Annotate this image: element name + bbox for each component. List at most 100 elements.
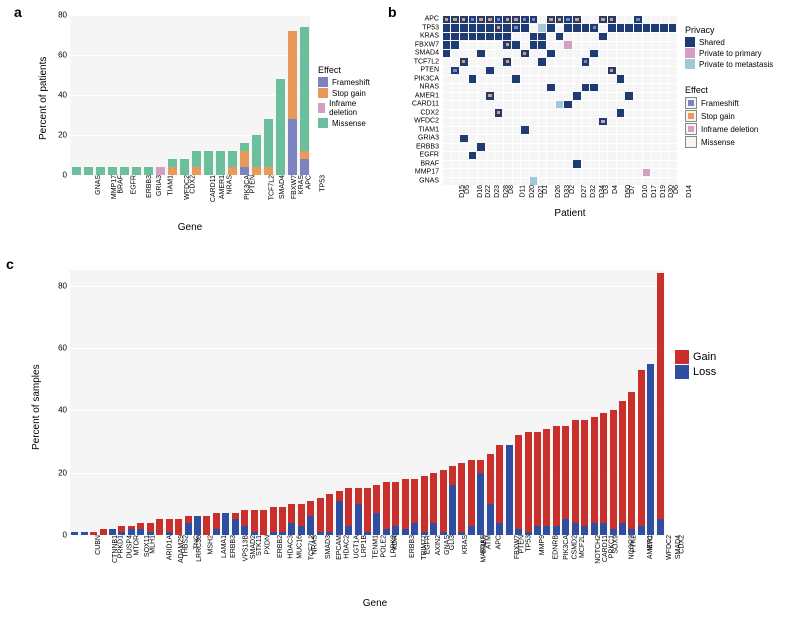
panel-b-cell — [469, 24, 477, 32]
panel-c-bar — [260, 510, 267, 535]
panel-c-plot: 020406080CUBNCTNNB1PRKD1DUSP4MTORSOX11ML… — [70, 270, 665, 535]
panel-b-ylabel-gene: APC — [425, 16, 442, 23]
panel-b-legend-effect: Effect FrameshiftStop gainInframe deleti… — [685, 85, 758, 149]
panel-b-ylabel-gene: WFDC2 — [414, 118, 442, 125]
panel-b-cell — [556, 33, 564, 41]
panel-c-bar — [506, 445, 513, 535]
panel-c-bar — [458, 463, 465, 535]
panel-c-xtick: ARID1A — [164, 535, 173, 560]
panel-b-ylabel-gene: GRIA3 — [418, 135, 442, 142]
panel-b-cell — [651, 24, 659, 32]
panel-a-bar — [264, 119, 273, 175]
panel-c-xtick: EGFR — [423, 535, 432, 554]
panel-b-cell — [477, 24, 485, 32]
legend-item: Frameshift — [318, 77, 370, 87]
panel-b-ylabel-gene: PIK3CA — [414, 75, 442, 82]
panel-a-bar — [216, 151, 225, 175]
panel-c-bar — [222, 513, 229, 535]
panel-b-xlabel-patient: D17 — [649, 185, 658, 198]
panel-c-xtick: MUC16 — [295, 535, 304, 559]
panel-c-xtick: ERBB3 — [407, 535, 416, 558]
panel-c-xtick: ERBB2 — [275, 535, 284, 558]
panel-c-xtick: LRP1B — [359, 535, 368, 557]
panel-c-ytick: 40 — [58, 406, 70, 415]
panel-c-bar — [411, 479, 418, 535]
panel-c-bar — [175, 519, 182, 535]
panel-c-xtick: MSH2 — [206, 535, 215, 554]
panel-b-cell — [625, 92, 633, 100]
panel-b-cell — [599, 33, 607, 41]
panel-b-ylabel-gene: PTEN — [420, 67, 442, 74]
panel-c-bar — [355, 488, 362, 535]
panel-c-bar — [572, 420, 579, 535]
panel-b-cell — [460, 33, 468, 41]
panel-c-bar — [430, 473, 437, 535]
panel-c-xtick: PXDN — [262, 535, 271, 554]
panel-c-bar — [525, 432, 532, 535]
panel-c: 020406080CUBNCTNNB1PRKD1DUSP4MTORSOX11ML… — [15, 260, 775, 620]
panel-b-ylabel-gene: GNAS — [419, 177, 442, 184]
panel-c-bar — [156, 519, 163, 535]
panel-c-xtick: CUBN — [93, 535, 102, 555]
panel-c-xtick: GLI3 — [447, 535, 456, 550]
panel-b-cell — [573, 92, 581, 100]
panel-c-xtick: ERBB3 — [228, 535, 237, 558]
panel-b-cell — [634, 24, 642, 32]
panel-b-cell — [460, 135, 468, 143]
panel-c-bar — [203, 516, 210, 535]
panel-c-bar — [194, 516, 201, 535]
legend-item: Missense — [685, 136, 758, 148]
panel-c-bar — [298, 504, 305, 535]
panel-b-cell — [617, 75, 625, 83]
panel-c-bar — [449, 466, 456, 535]
panel-c-bar — [118, 526, 125, 535]
panel-c-xtick: TP53 — [524, 535, 533, 552]
panel-a: 020406080GNASMMP17BRAFEGFRERBB3GRIA3TIAM… — [30, 10, 360, 240]
panel-a-bar — [156, 167, 165, 175]
panel-b-cell — [503, 33, 511, 41]
panel-b-cell — [625, 24, 633, 32]
panel-c-bar — [610, 410, 617, 535]
panel-a-legend-items: FrameshiftStop gainInframe deletionMisse… — [318, 77, 370, 128]
panel-a-xtick: PTEN — [248, 175, 257, 194]
panel-a-xtick: SMAD4 — [277, 175, 286, 199]
panel-b-cell — [503, 24, 511, 32]
panel-a-bar — [288, 31, 297, 175]
panel-a-xtick: CARD11 — [208, 175, 217, 202]
panel-b-cell — [521, 24, 529, 32]
panel-c-bar — [496, 445, 503, 535]
panel-b-cell — [469, 75, 477, 83]
panel-c-bar — [515, 435, 522, 535]
panel-a-xlabel: Gene — [150, 222, 230, 233]
panel-b-cell — [477, 50, 485, 58]
panel-c-bar — [90, 532, 97, 535]
panel-b-cell — [443, 33, 451, 41]
panel-a-ytick: 0 — [63, 171, 70, 180]
panel-c-xtick: TNC — [191, 535, 200, 549]
panel-b-cell — [573, 24, 581, 32]
panel-c-bar — [562, 426, 569, 535]
panel-c-ytick: 20 — [58, 468, 70, 477]
panel-a-xtick: TP53 — [318, 175, 327, 192]
panel-c-xtick: MLH1 — [148, 535, 157, 554]
panel-b-cell — [486, 67, 494, 75]
panel-b-plot: APCTP53KRASFBXW7SMAD4TCF7L2PTENPIK3CANRA… — [442, 15, 677, 185]
panel-c-bar — [600, 413, 607, 535]
panel-c-xtick: WFDC2 — [664, 535, 673, 560]
panel-c-ytick: 80 — [58, 281, 70, 290]
panel-c-bar — [487, 454, 494, 535]
panel-c-xtick: MTOR — [131, 535, 140, 555]
panel-c-bar — [647, 364, 654, 535]
legend-item: Loss — [675, 365, 716, 379]
panel-b-ylabel-gene: FBXW7 — [415, 41, 442, 48]
panel-b-ylabel-gene: EGFR — [420, 152, 442, 159]
legend-item: Inframe deletion — [318, 99, 370, 117]
panel-c-xtick: PTK2 — [629, 535, 638, 553]
panel-a-ytick: 40 — [58, 91, 70, 100]
panel-c-bar — [383, 482, 390, 535]
panel-b-cell — [617, 24, 625, 32]
panel-c-bar — [147, 523, 154, 535]
panel-c-bar — [364, 488, 371, 535]
panel-b-cell — [486, 24, 494, 32]
panel-a-xtick: ERBB3 — [144, 175, 153, 198]
